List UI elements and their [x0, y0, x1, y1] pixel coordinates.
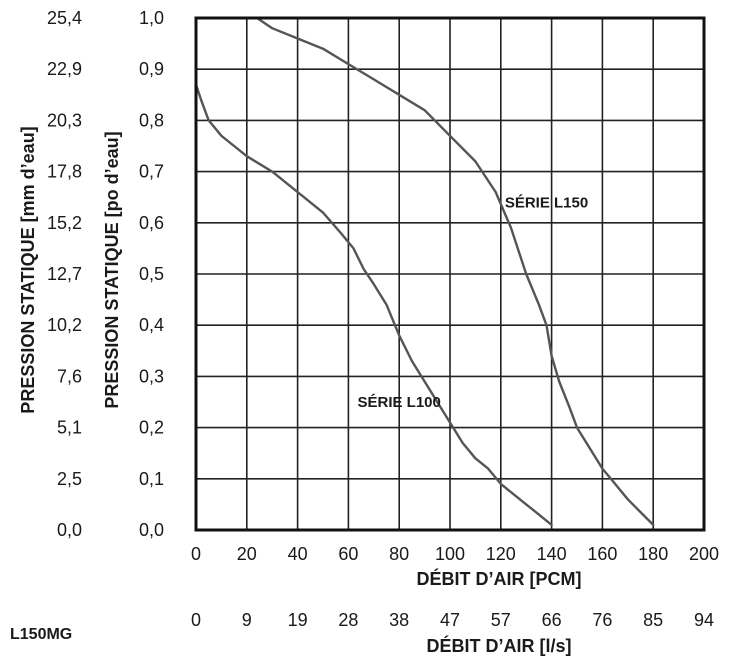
chart-grid	[196, 18, 704, 530]
y-tick-label-in: 0,0	[139, 520, 164, 540]
y-tick-label-mm: 15,2	[47, 213, 82, 233]
x-tick-label-ls: 66	[542, 610, 562, 630]
axis-ticks: 0 20 40 60 80 100 120 140 160 180 200 0 9 19 28 38 47 57 6…	[47, 8, 719, 630]
y-tick-label-in: 0,5	[139, 264, 164, 284]
series-label-l100: SÉRIE L100	[358, 394, 441, 411]
y-tick-label-mm: 10,2	[47, 315, 82, 335]
y-axis-title-in: PRESSION STATIQUE [po d’eau]	[102, 131, 122, 408]
y-tick-label-mm: 17,8	[47, 162, 82, 182]
x-axis-title-cfm: DÉBIT D’AIR [PCM]	[417, 568, 582, 589]
x-tick-label-cfm: 200	[689, 544, 719, 564]
y-tick-label-mm: 5,1	[57, 418, 82, 438]
y-tick-label-in: 0,2	[139, 418, 164, 438]
x-tick-label-ls: 0	[191, 610, 201, 630]
x-tick-label-ls: 19	[288, 610, 308, 630]
x-axis-title-ls: DÉBIT D’AIR [l/s]	[426, 635, 571, 656]
performance-curves	[194, 16, 655, 527]
y-axis-title-mm: PRESSION STATIQUE [mm d’eau]	[18, 126, 38, 413]
x-tick-label-ls: 76	[592, 610, 612, 630]
y-tick-label-mm: 0,0	[57, 520, 82, 540]
x-tick-label-ls: 57	[491, 610, 511, 630]
y-tick-label-mm: 22,9	[47, 59, 82, 79]
series-line-l100	[194, 83, 553, 527]
x-tick-label-ls: 38	[389, 610, 409, 630]
x-tick-label-cfm: 60	[338, 544, 358, 564]
y-tick-label-in: 0,7	[139, 162, 164, 182]
x-tick-label-ls: 47	[440, 610, 460, 630]
y-tick-label-mm: 7,6	[57, 366, 82, 386]
x-tick-label-cfm: 40	[288, 544, 308, 564]
x-tick-label-cfm: 0	[191, 544, 201, 564]
x-tick-label-cfm: 100	[435, 544, 465, 564]
series-labels: SÉRIE L100 SÉRIE L150	[358, 194, 589, 411]
y-tick-label-in: 0,3	[139, 366, 164, 386]
y-tick-label-in: 0,9	[139, 59, 164, 79]
y-tick-label-in: 0,6	[139, 213, 164, 233]
y-tick-label-in: 1,0	[139, 8, 164, 28]
y-tick-label-mm: 25,4	[47, 8, 82, 28]
y-tick-label-in: 0,8	[139, 110, 164, 130]
x-tick-label-ls: 9	[242, 610, 252, 630]
y-tick-label-mm: 12,7	[47, 264, 82, 284]
x-tick-label-cfm: 140	[537, 544, 567, 564]
series-line-l150	[255, 16, 655, 527]
model-code: L150MG	[10, 626, 73, 643]
plot-frame	[194, 16, 706, 532]
x-tick-label-cfm: 80	[389, 544, 409, 564]
y-tick-label-in: 0,1	[139, 469, 164, 489]
y-tick-label-mm: 2,5	[57, 469, 82, 489]
x-tick-label-ls: 94	[694, 610, 714, 630]
x-tick-label-cfm: 20	[237, 544, 257, 564]
x-tick-label-ls: 28	[338, 610, 358, 630]
y-tick-label-in: 0,4	[139, 315, 164, 335]
x-tick-label-cfm: 120	[486, 544, 516, 564]
x-tick-label-ls: 85	[643, 610, 663, 630]
series-label-l150: SÉRIE L150	[505, 194, 588, 211]
x-tick-label-cfm: 160	[587, 544, 617, 564]
y-tick-label-mm: 20,3	[47, 110, 82, 130]
x-tick-label-cfm: 180	[638, 544, 668, 564]
